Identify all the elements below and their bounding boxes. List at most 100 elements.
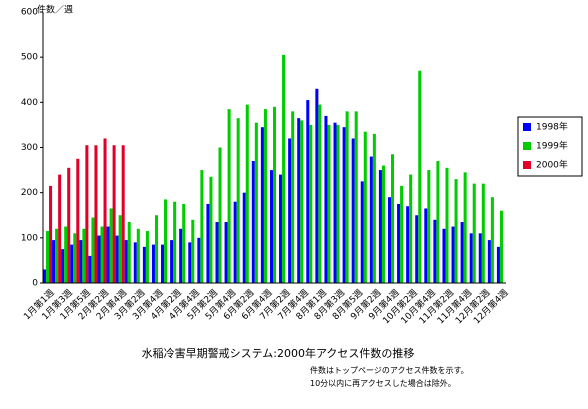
bar	[472, 183, 476, 283]
bar	[436, 161, 440, 283]
bar	[354, 111, 358, 283]
bar	[191, 219, 195, 283]
bar	[282, 54, 286, 284]
bar	[133, 242, 137, 283]
bar	[391, 154, 395, 283]
legend-label: 1999年	[536, 140, 568, 152]
bar	[233, 201, 237, 283]
bar	[88, 255, 92, 283]
bar	[106, 226, 110, 283]
bar	[269, 170, 273, 283]
bar	[499, 210, 503, 283]
bar	[136, 228, 140, 283]
bar	[115, 235, 119, 283]
y-axis-label: 件数／週	[37, 4, 73, 16]
bar	[70, 244, 74, 283]
bar	[118, 215, 122, 283]
bar	[227, 109, 231, 283]
bar	[279, 174, 283, 283]
bar	[496, 246, 500, 283]
bar	[433, 219, 437, 283]
bar	[415, 215, 419, 283]
bar	[245, 104, 249, 283]
bar	[94, 145, 98, 283]
legend-label: 2000年	[536, 159, 568, 171]
bar	[121, 145, 125, 283]
bar	[478, 233, 482, 283]
bar	[43, 269, 47, 283]
bar	[76, 158, 80, 283]
legend-swatch	[523, 123, 531, 131]
y-tick-label: 100	[21, 233, 38, 243]
bar	[188, 242, 192, 283]
bar	[224, 222, 228, 283]
bar	[251, 161, 255, 283]
bar	[318, 104, 322, 283]
bar	[387, 197, 392, 283]
bar	[336, 124, 340, 284]
bar	[58, 174, 62, 283]
bar	[409, 174, 413, 283]
bar	[345, 111, 349, 283]
bar	[182, 203, 186, 283]
bar	[342, 127, 346, 283]
bar	[291, 111, 295, 283]
bar	[173, 201, 177, 283]
bar	[372, 133, 376, 283]
bar	[454, 179, 458, 283]
bar	[67, 167, 71, 283]
bar	[154, 215, 158, 283]
y-tick-label: 500	[21, 53, 38, 63]
bar	[324, 115, 328, 283]
bar	[442, 228, 446, 283]
bar	[460, 222, 464, 283]
bar	[85, 145, 89, 283]
bar	[100, 226, 104, 283]
bar	[300, 120, 304, 284]
y-tick-label: 400	[21, 98, 38, 108]
bar	[315, 88, 319, 284]
bar	[127, 222, 131, 283]
legend-swatch	[523, 161, 531, 169]
bar	[164, 199, 168, 283]
bar	[46, 231, 50, 283]
chart-title: 水稲冷害早期警戒システム:2000年アクセス件数の推移	[142, 346, 415, 360]
note: 10分以内に再アクセスした場合は除外。	[310, 378, 456, 388]
y-tick-label: 200	[21, 188, 38, 198]
y-tick-label: 600	[21, 8, 38, 18]
bar	[73, 233, 77, 283]
bar	[469, 233, 473, 283]
y-tick-label: 0	[32, 279, 38, 289]
bar	[145, 231, 149, 283]
bar	[272, 106, 277, 283]
bar	[151, 244, 155, 283]
bar	[49, 185, 53, 283]
bar	[378, 170, 382, 283]
bar	[200, 170, 204, 283]
bar	[445, 167, 449, 283]
bar	[197, 237, 201, 283]
bar	[124, 240, 128, 283]
bar	[215, 222, 219, 283]
bar	[103, 138, 107, 283]
bar	[424, 208, 428, 283]
bar	[260, 127, 264, 283]
bar	[263, 109, 267, 283]
bar	[112, 145, 116, 283]
bar	[254, 122, 258, 284]
bar	[236, 118, 240, 284]
bar	[451, 226, 455, 283]
bar	[463, 172, 467, 283]
bar	[406, 206, 410, 283]
bar	[481, 183, 485, 283]
bar	[487, 240, 491, 283]
bar	[161, 244, 165, 283]
legend-label: 1998年	[536, 121, 568, 133]
bar	[381, 165, 385, 283]
y-tick-label: 300	[21, 143, 38, 153]
bar	[209, 176, 213, 283]
note: 件数はトップページのアクセス件数を示す。	[310, 365, 469, 375]
bar	[363, 131, 367, 283]
bar	[369, 156, 373, 283]
